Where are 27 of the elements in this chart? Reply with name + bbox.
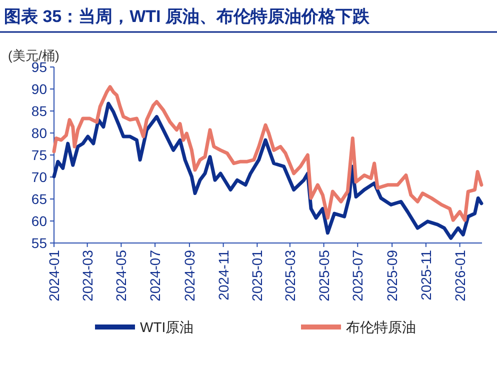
legend-label: WTI原油 — [140, 319, 194, 335]
chart-title: 图表 35：当周，WTI 原油、布伦特原油价格下跌 — [4, 7, 371, 26]
x-tick-label: 2025-09 — [384, 250, 400, 302]
x-tick-label: 2025-03 — [282, 250, 298, 302]
y-tick-label: 90 — [31, 81, 48, 97]
x-tick-label: 2025-11 — [418, 250, 434, 300]
x-tick-label: 2024-11 — [215, 250, 232, 300]
y-tick-label: 55 — [31, 235, 48, 251]
y-tick-label: 85 — [31, 103, 48, 119]
legend-label: 布伦特原油 — [346, 319, 416, 335]
y-tick-label: 75 — [31, 147, 48, 163]
x-tick-label: 2025-05 — [316, 250, 332, 302]
line-series — [52, 85, 484, 222]
y-tick-label: 80 — [31, 125, 48, 141]
x-tick-label: 2024-09 — [181, 250, 198, 302]
line-series — [52, 102, 484, 240]
x-tick-label: 2024-03 — [79, 250, 96, 302]
y-axis-title: (美元/桶) — [8, 48, 60, 63]
y-tick-label: 70 — [31, 169, 48, 185]
y-tick-label: 65 — [31, 191, 48, 207]
x-tick-label: 2025-07 — [350, 250, 366, 302]
x-tick-label: 2026-01 — [452, 250, 468, 302]
x-tick-label: 2025-01 — [249, 250, 266, 302]
x-tick-label: 2024-05 — [113, 250, 130, 302]
x-tick-label: 2024-07 — [147, 250, 164, 302]
y-tick-label: 60 — [31, 213, 48, 229]
x-tick-label: 2024-01 — [46, 250, 62, 302]
